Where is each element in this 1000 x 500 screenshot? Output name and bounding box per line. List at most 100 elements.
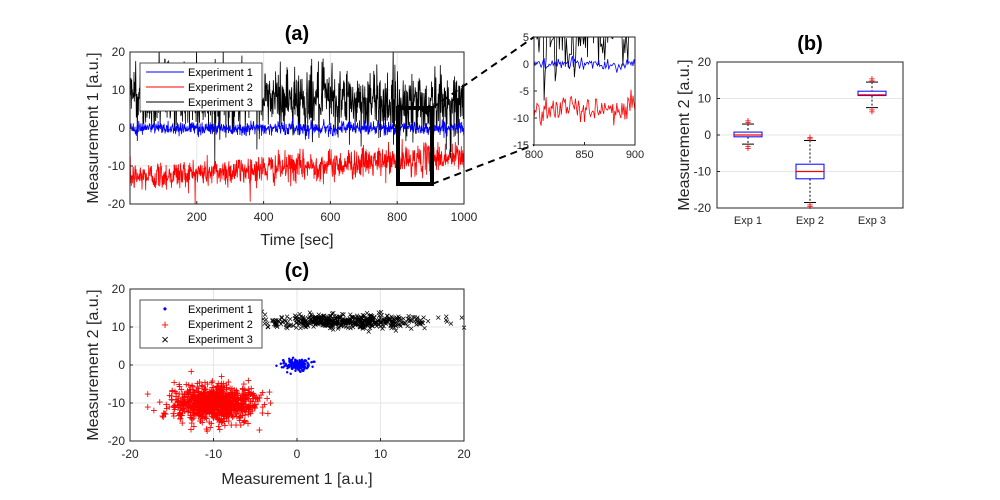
svg-text:+: + — [233, 410, 240, 424]
svg-text:•: • — [298, 362, 301, 372]
svg-text:+: + — [194, 398, 201, 412]
svg-text:+: + — [169, 385, 176, 399]
y-tick-label: 5 — [523, 32, 529, 44]
svg-text:×: × — [378, 317, 384, 328]
y-tick-label: 20 — [112, 45, 126, 59]
svg-text:+: + — [230, 400, 237, 414]
svg-text:+: + — [217, 404, 224, 418]
svg-text:+: + — [207, 394, 214, 408]
svg-text:×: × — [339, 318, 345, 329]
svg-text:+: + — [245, 386, 252, 400]
svg-text:×: × — [270, 315, 276, 326]
svg-text:+: + — [215, 399, 222, 413]
svg-text:+: + — [231, 392, 238, 406]
svg-text:+: + — [173, 389, 180, 403]
svg-text:×: × — [309, 311, 315, 322]
x-tick-label: 0 — [294, 447, 301, 461]
svg-text:+: + — [222, 397, 229, 411]
svg-text:×: × — [317, 316, 323, 327]
svg-text:×: × — [309, 313, 315, 324]
svg-text:•: • — [299, 363, 302, 373]
svg-text:×: × — [411, 316, 417, 327]
svg-text:+: + — [212, 394, 219, 408]
svg-text:+: + — [225, 375, 232, 389]
svg-text:×: × — [316, 312, 322, 323]
svg-text:+: + — [229, 399, 236, 413]
svg-text:+: + — [198, 388, 205, 402]
svg-text:+: + — [216, 406, 223, 420]
svg-text:+: + — [225, 391, 232, 405]
svg-text:×: × — [343, 322, 349, 333]
svg-text:•: • — [280, 363, 283, 373]
svg-text:•: • — [287, 363, 290, 373]
svg-text:•: • — [287, 362, 290, 372]
svg-text:+: + — [177, 395, 184, 409]
svg-text:+: + — [211, 407, 218, 421]
svg-text:×: × — [314, 317, 320, 328]
svg-text:×: × — [353, 318, 359, 329]
svg-text:×: × — [301, 321, 307, 332]
svg-text:+: + — [200, 396, 207, 410]
svg-text:+: + — [174, 399, 181, 413]
svg-text:+: + — [209, 396, 216, 410]
svg-text:+: + — [231, 399, 238, 413]
svg-text:+: + — [216, 396, 223, 410]
svg-text:+: + — [208, 393, 215, 407]
svg-text:+: + — [204, 399, 211, 413]
svg-text:+: + — [218, 398, 225, 412]
svg-text:+: + — [223, 403, 230, 417]
svg-text:+: + — [208, 387, 215, 401]
svg-text:+: + — [208, 384, 215, 398]
svg-text:×: × — [346, 316, 352, 327]
svg-text:+: + — [191, 401, 198, 415]
svg-text:+: + — [218, 384, 225, 398]
svg-text:×: × — [265, 322, 271, 333]
legend-label-c-experiment-2: Experiment 2 — [188, 319, 253, 331]
svg-text:+: + — [249, 395, 256, 409]
svg-text:×: × — [318, 319, 324, 330]
svg-text:+: + — [245, 399, 252, 413]
svg-text:+: + — [215, 412, 222, 426]
svg-text:+: + — [205, 401, 212, 415]
svg-text:•: • — [294, 358, 297, 368]
svg-text:+: + — [228, 383, 235, 397]
svg-text:•: • — [291, 359, 294, 369]
svg-text:+: + — [203, 407, 210, 421]
svg-text:×: × — [382, 317, 388, 328]
svg-text:+: + — [197, 390, 204, 404]
svg-text:+: + — [199, 396, 206, 410]
svg-text:+: + — [204, 405, 211, 419]
legend-marker-experiment-2: + — [161, 317, 169, 332]
svg-text:+: + — [209, 402, 216, 416]
svg-text:+: + — [191, 400, 198, 414]
svg-text:×: × — [416, 319, 422, 330]
svg-text:+: + — [195, 395, 202, 409]
svg-text:+: + — [208, 395, 215, 409]
svg-text:+: + — [219, 395, 226, 409]
svg-text:+: + — [216, 397, 223, 411]
svg-text:+: + — [227, 389, 234, 403]
svg-text:•: • — [290, 363, 293, 373]
svg-text:•: • — [296, 359, 299, 369]
svg-text:+: + — [238, 403, 245, 417]
svg-text:×: × — [325, 318, 331, 329]
svg-text:+: + — [218, 382, 225, 396]
svg-text:+: + — [211, 385, 218, 399]
panel-c-legend: • Experiment 1 + Experiment 2 × Experime… — [139, 299, 263, 349]
svg-text:×: × — [389, 319, 395, 330]
svg-text:•: • — [296, 364, 299, 374]
svg-text:•: • — [302, 363, 305, 373]
svg-text:•: • — [295, 362, 298, 372]
svg-text:+: + — [219, 393, 226, 407]
svg-text:+: + — [237, 392, 244, 406]
svg-text:+: + — [203, 394, 210, 408]
svg-text:+: + — [179, 387, 186, 401]
svg-text:+: + — [215, 393, 222, 407]
svg-text:•: • — [289, 359, 292, 369]
svg-text:+: + — [201, 399, 208, 413]
scatter-series-experiment-1: • •••• •• •• • • ••• • •••••••• ••••• •• • •• •• • •• ••… — [275, 353, 316, 379]
svg-text:×: × — [333, 315, 339, 326]
svg-text:+: + — [191, 400, 198, 414]
svg-text:+: + — [162, 407, 169, 421]
svg-text:×: × — [324, 318, 330, 329]
